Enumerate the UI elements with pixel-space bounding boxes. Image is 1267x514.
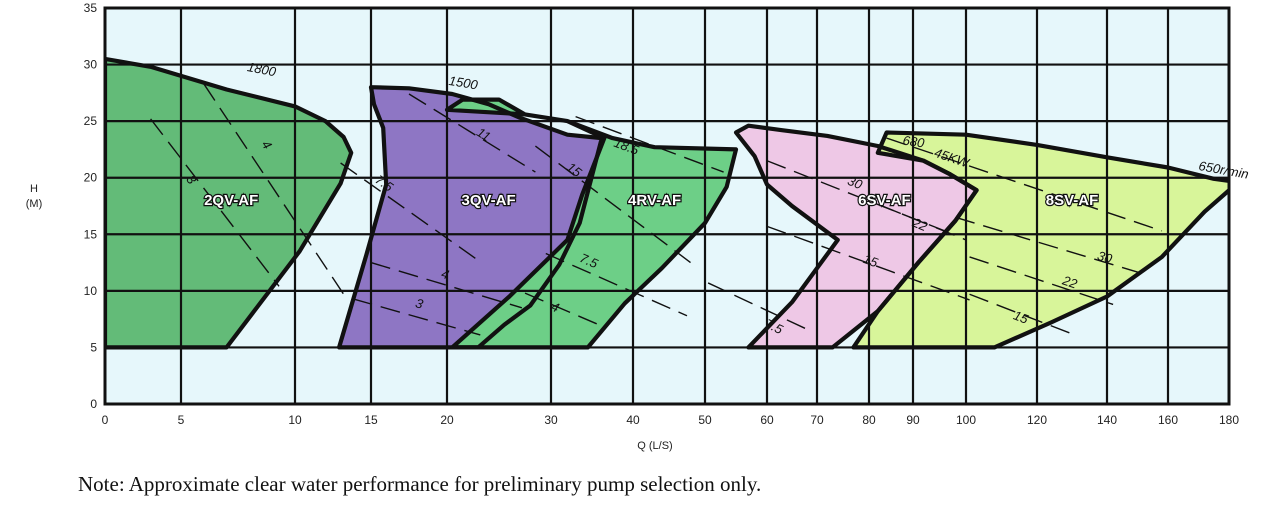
x-tick-label: 10 [288,413,302,427]
region-border-8sv-af [851,130,1229,350]
pump-performance-chart: 43117.54318.5157.543022157.545KW30221518… [26,1,1250,452]
footnote: Note: Approximate clear water performanc… [78,472,762,496]
region-border-2qv-af [105,56,354,350]
power-line-4rv-af [534,145,692,264]
region-4rv-af [447,99,736,348]
power-label-4rv-af: 7.5 [578,250,601,271]
region-label-8sv-af: 8SV-AF [1046,192,1099,209]
x-tick-label: 120 [1027,413,1047,427]
y-tick-label: 0 [90,397,97,411]
region-2qv-af [105,58,352,348]
y-tick-label: 25 [84,114,98,128]
x-tick-label: 20 [440,413,454,427]
y-tick-label: 30 [84,58,98,72]
y-axis-unit: (M) [26,198,43,210]
region-label-6sv-af: 6SV-AF [858,192,911,209]
power-line-6sv-af [707,282,813,333]
power-line-8sv-af [969,293,1073,335]
region-6sv-af [736,125,977,348]
x-tick-label: 100 [956,413,976,427]
power-label-3qv-af: 4 [440,266,451,282]
x-tick-label: 50 [698,413,712,427]
x-tick-label: 160 [1158,413,1178,427]
power-label-3qv-af: 11 [474,124,493,144]
power-label-6sv-af: 22 [910,214,931,234]
power-line-4rv-af [545,252,688,317]
power-line-3qv-af [408,93,536,173]
x-tick-label: 5 [178,413,185,427]
y-tick-label: 5 [90,340,97,354]
power-label-6sv-af: 7.5 [763,316,786,338]
y-tick-label: 35 [84,1,98,15]
x-tick-label: 60 [760,413,774,427]
power-line-4rv-af [575,115,724,173]
power-line-8sv-af [955,216,1144,275]
power-line-8sv-af [886,137,1163,232]
region-8sv-af [853,132,1229,348]
power-label-8sv-af: 15 [1011,308,1031,327]
power-line-6sv-af [766,225,970,301]
region-label-3qv-af: 3QV-AF [462,192,516,209]
power-line-4rv-af [524,292,605,328]
x-tick-label: 70 [810,413,824,427]
power-line-8sv-af [969,256,1114,306]
y-tick-label: 10 [84,284,98,298]
speed-label-3qv-af: 1500 [448,73,480,92]
power-line-3qv-af [352,298,481,336]
power-line-3qv-af [370,261,523,309]
x-tick-label: 30 [544,413,558,427]
speed-label-6sv-af: 680 [902,133,926,151]
x-tick-label: 40 [626,413,640,427]
power-line-2qv-af [203,83,346,297]
y-tick-label: 20 [84,171,98,185]
x-axis-title: Q (L/S) [637,440,672,452]
y-axis-title: H [30,183,38,195]
x-tick-label: 80 [862,413,876,427]
region-border-4rv-af [444,97,739,350]
y-tick-label: 15 [84,227,98,241]
power-label-8sv-af: 30 [1096,248,1115,267]
plot-frame [103,6,1231,406]
power-label-3qv-af: 3 [414,295,426,312]
region-label-4rv-af: 4RV-AF [628,192,681,209]
region-label-2qv-af: 2QV-AF [204,192,258,209]
power-label-8sv-af: 22 [1060,272,1080,291]
speed-label-2qv-af: 1800 [246,59,278,79]
x-tick-label: 0 [102,413,109,427]
power-label-6sv-af: 30 [846,173,866,193]
power-label-6sv-af: 15 [861,251,880,270]
x-tick-label: 15 [364,413,378,427]
power-line-6sv-af [881,205,967,241]
power-line-2qv-af [150,118,280,287]
x-tick-label: 180 [1219,413,1239,427]
region-border-3qv-af [337,85,604,350]
x-tick-label: 140 [1097,413,1117,427]
x-tick-label: 90 [906,413,920,427]
